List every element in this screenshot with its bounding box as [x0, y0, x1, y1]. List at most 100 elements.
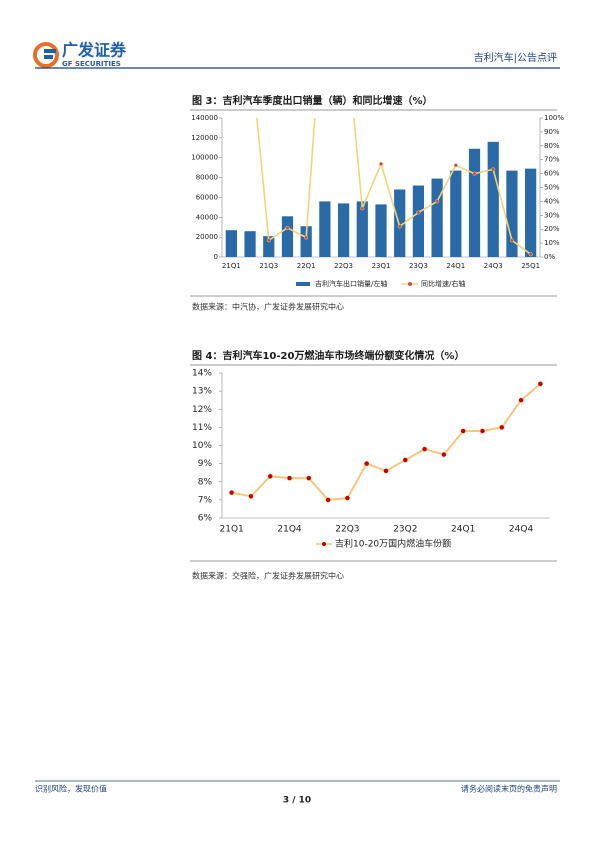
marker [397, 224, 402, 229]
x-tick-label: 22Q1 [297, 262, 316, 270]
bar [244, 231, 256, 257]
marker [378, 161, 384, 166]
bar [375, 204, 387, 257]
y-tick-label: 10% [192, 441, 212, 451]
legend-marker [322, 542, 326, 546]
marker [286, 475, 293, 481]
marker [248, 493, 254, 499]
x-tick-label: 23Q2 [393, 525, 417, 535]
logo-ring [33, 42, 59, 68]
marker [304, 235, 309, 240]
x-tick-label: 25Q1 [521, 262, 540, 270]
y-tick-label: 14% [192, 369, 212, 379]
y-tick-label: 100000 [191, 154, 218, 162]
line-series [248, 5, 533, 257]
y2-tick-label: 80% [544, 142, 560, 150]
x-tick-label: 24Q3 [484, 262, 503, 270]
y2-tick-label: 10% [544, 239, 560, 247]
y2-tick-label: 50% [544, 184, 560, 192]
y2-tick-label: 0% [544, 253, 555, 261]
x-tick-label: 24Q1 [451, 525, 475, 535]
bar [263, 236, 275, 257]
y-tick-label: 7% [198, 495, 213, 505]
y2-tick-label: 90% [544, 128, 560, 136]
marker [342, 5, 346, 9]
y-tick-label: 8% [198, 477, 213, 487]
bar [450, 170, 462, 257]
marker [383, 468, 389, 474]
marker [509, 238, 514, 243]
logo-en: GF SECURITIES [62, 60, 121, 68]
marker [416, 210, 421, 215]
legend-label: 吉利10-20万国内燃油车份额 [335, 538, 451, 550]
bar [487, 141, 499, 257]
legend-swatch [296, 282, 310, 286]
legend-label: 吉利汽车出口销量/左轴 [315, 279, 387, 288]
bar [300, 226, 312, 257]
marker [479, 428, 486, 434]
y2-tick-label: 40% [544, 197, 560, 205]
y-tick-label: 120000 [191, 134, 218, 142]
y-tick-label: 0 [214, 253, 218, 261]
marker [435, 199, 440, 204]
marker [453, 163, 458, 168]
x-tick-label: 24Q1 [446, 262, 465, 270]
bar [506, 170, 518, 257]
bar [319, 201, 331, 257]
logo-bar [44, 55, 53, 59]
marker [518, 397, 524, 403]
marker [360, 206, 365, 211]
header-right: 吉利汽车|公告点评 [474, 51, 557, 64]
page-number: 3 / 10 [283, 796, 311, 806]
y-tick-label: 6% [198, 514, 213, 524]
y-tick-label: 9% [198, 459, 213, 469]
line [256, 118, 532, 255]
y-tick-label: 20000 [196, 233, 218, 241]
logo-bar [44, 49, 56, 53]
bar [394, 189, 406, 257]
y-tick-label: 13% [192, 387, 212, 397]
x-tick-label: 24Q4 [509, 525, 534, 535]
marker [266, 238, 271, 243]
marker [491, 167, 496, 172]
marker [460, 428, 466, 434]
legend-marker [408, 282, 412, 286]
bar [281, 216, 294, 257]
y2-tick-label: 20% [544, 225, 560, 233]
bar [468, 148, 481, 257]
marker [285, 225, 290, 230]
figure-source: 数据来源：中汽协，广发证券发展研究中心 [192, 302, 344, 312]
bar [337, 203, 350, 257]
bar [431, 178, 443, 257]
bar [356, 201, 368, 257]
footer-left: 识别风险，发现价值 [35, 784, 107, 794]
marker [228, 489, 235, 496]
figure-title: 图 4：吉利汽车10-20万燃油车市场终端份额变化情况（%） [192, 349, 464, 362]
y-tick-label: 12% [192, 405, 212, 415]
bar [412, 185, 425, 257]
marker [267, 473, 273, 479]
marker [248, 47, 252, 51]
x-tick-label: 21Q3 [259, 262, 278, 270]
bar [525, 168, 537, 257]
x-tick-label: 21Q1 [220, 525, 244, 535]
figure-source: 数据来源：交强险，广发证券发展研究中心 [192, 571, 344, 581]
y2-tick-label: 30% [544, 211, 560, 219]
x-tick-label: 22Q3 [334, 262, 353, 270]
marker [472, 171, 477, 176]
marker [325, 497, 331, 503]
marker [537, 381, 544, 387]
y2-tick-label: 60% [544, 170, 560, 178]
y-tick-label: 40000 [196, 213, 218, 221]
footer-right: 请务必阅读末页的免责声明 [461, 784, 557, 794]
x-tick-label: 22Q3 [335, 525, 359, 535]
y-tick-label: 80000 [196, 174, 218, 182]
y-tick-label: 11% [192, 423, 212, 433]
x-tick-label: 21Q4 [277, 525, 302, 535]
y-tick-label: 60000 [196, 193, 218, 201]
marker [528, 252, 533, 257]
line [231, 383, 542, 501]
y2-tick-label: 100% [544, 114, 564, 122]
x-tick-label: 23Q1 [372, 262, 391, 270]
